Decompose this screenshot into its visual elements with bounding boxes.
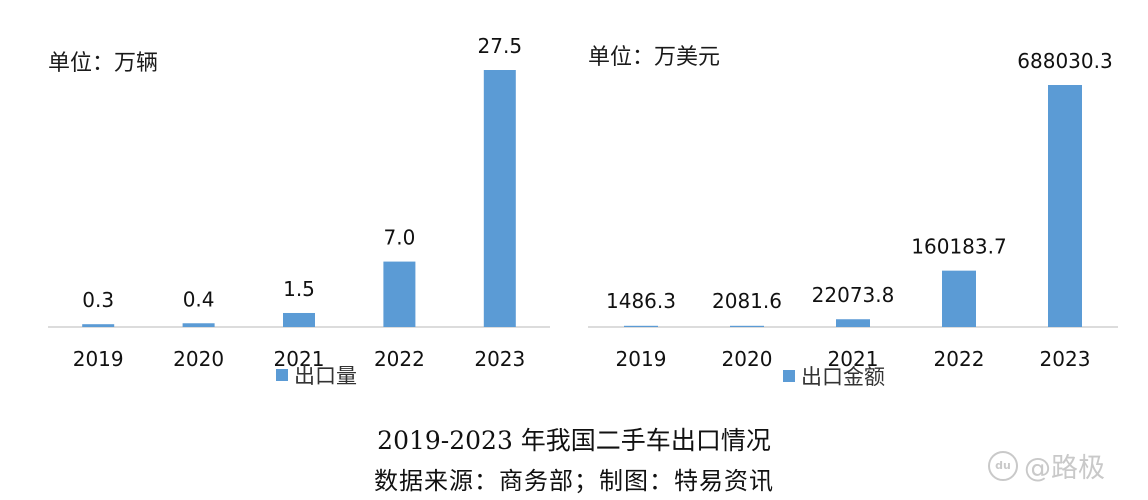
data-label: 27.5 bbox=[478, 34, 523, 58]
data-label: 1486.3 bbox=[606, 289, 676, 313]
tick-label: 2021 bbox=[828, 347, 879, 371]
figure-title: 2019-2023 年我国二手车出口情况 bbox=[377, 426, 771, 455]
legend-label: 出口金额 bbox=[801, 365, 885, 389]
bar bbox=[483, 70, 516, 327]
bar bbox=[1048, 85, 1082, 327]
unit-label: 单位：万辆 bbox=[48, 51, 158, 76]
data-label: 688030.3 bbox=[1017, 49, 1112, 73]
legend-swatch bbox=[276, 369, 288, 381]
tick-label: 2023 bbox=[474, 347, 525, 371]
tick-label: 2023 bbox=[1040, 347, 1091, 371]
paw-icon: du bbox=[988, 450, 1018, 481]
bar bbox=[624, 325, 658, 327]
watermark: du @路极 bbox=[988, 446, 1105, 485]
bar bbox=[82, 324, 115, 327]
data-label: 0.4 bbox=[183, 287, 215, 311]
data-label: 7.0 bbox=[383, 226, 415, 250]
tick-label: 2020 bbox=[173, 347, 224, 371]
data-label: 160183.7 bbox=[911, 235, 1006, 259]
data-label: 0.3 bbox=[82, 288, 114, 312]
bar bbox=[182, 323, 215, 327]
bar bbox=[383, 261, 416, 327]
charts-area: 单位：万辆 0.3 2019 0.4 2020 1.5 2021 7.0 2022 27.5 202… bbox=[48, 34, 1118, 389]
tick-label: 2021 bbox=[274, 347, 325, 371]
legend-label: 出口量 bbox=[294, 364, 357, 388]
watermark-text: @路极 bbox=[1024, 453, 1105, 484]
bar bbox=[836, 319, 870, 327]
legend-swatch bbox=[783, 370, 795, 382]
bar bbox=[942, 270, 976, 327]
tick-label: 2019 bbox=[73, 347, 124, 371]
tick-label: 2022 bbox=[934, 347, 985, 371]
data-label: 22073.8 bbox=[812, 283, 895, 307]
data-source: 数据来源：商务部；制图：特易资讯 bbox=[374, 467, 774, 495]
data-label: 1.5 bbox=[283, 277, 315, 301]
data-label: 2081.6 bbox=[712, 289, 782, 313]
unit-label: 单位：万美元 bbox=[588, 45, 720, 70]
tick-label: 2022 bbox=[374, 347, 425, 371]
tick-label: 2019 bbox=[616, 347, 667, 371]
bar bbox=[730, 325, 764, 327]
tick-label: 2020 bbox=[722, 347, 773, 371]
bar bbox=[283, 312, 315, 327]
